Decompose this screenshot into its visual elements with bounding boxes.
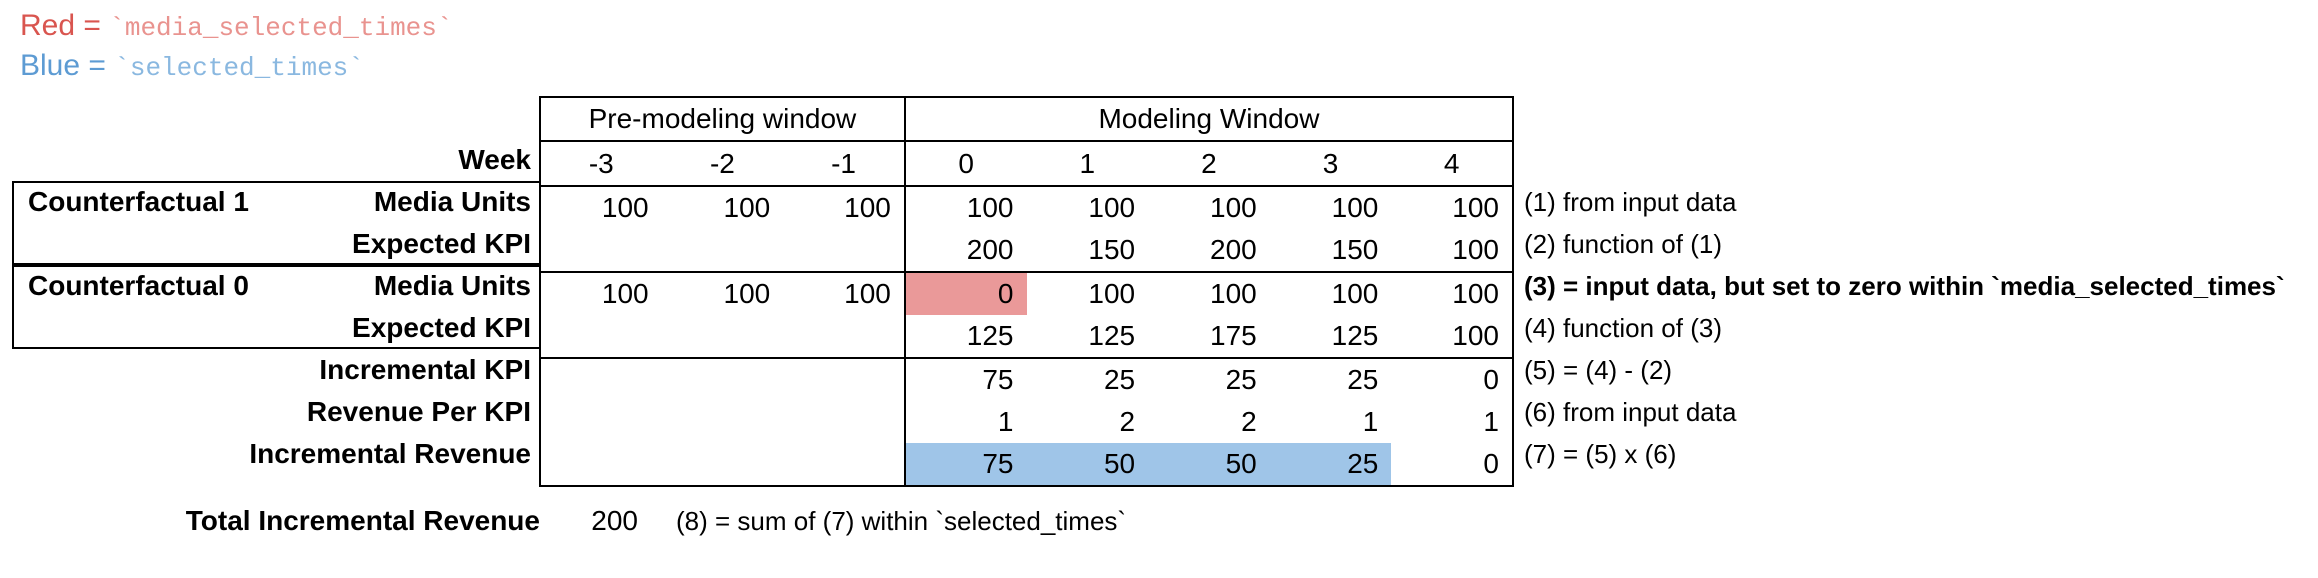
cell-r3-c7: 100 xyxy=(1391,315,1514,359)
cell-r1-c0 xyxy=(539,229,662,273)
cell-r3-c2 xyxy=(783,315,905,359)
cell-r3-c0 xyxy=(539,315,662,359)
legend-red-label: Red = xyxy=(20,9,110,42)
cell-r0-c3: 100 xyxy=(903,186,1027,229)
week-cell-4: 4 xyxy=(1391,141,1514,187)
cell-r5-c1 xyxy=(662,401,784,443)
annotation-3: (3) = input data, but set to zero within… xyxy=(1524,271,2285,301)
cell-r1-c5: 200 xyxy=(1148,229,1270,273)
row-label-media-units: Media Units xyxy=(373,270,531,301)
footer-annotation: (8) = sum of (7) within `selected_times` xyxy=(676,506,1127,536)
cell-r0-c4: 100 xyxy=(1088,192,1136,223)
cell-r6-c0 xyxy=(539,443,662,487)
row-label-revenue-per-kpi: Revenue Per KPI xyxy=(306,396,531,427)
cell-r1-c6: 150 xyxy=(1269,229,1392,273)
cell-r5-c3: 1 xyxy=(903,401,1027,443)
cell-r3-c5: 175 xyxy=(1148,315,1270,359)
cell-r4-c6: 25 xyxy=(1347,364,1379,395)
legend-red-code: `media_selected_times` xyxy=(109,13,453,43)
annotation-1: (1) from input data xyxy=(1524,187,1737,217)
annotation-2: (2) function of (1) xyxy=(1524,229,1722,259)
cell-r2-c3: 0 xyxy=(903,272,1027,315)
cell-r1-c7: 100 xyxy=(1391,229,1514,273)
cell-r0-c2: 100 xyxy=(844,192,891,223)
window-header-modeling: Modeling Window xyxy=(903,96,1515,142)
legend: Red = `media_selected_times` Blue = `sel… xyxy=(20,6,453,86)
week-cell--2: -2 xyxy=(661,141,784,187)
cell-r4-c3: 75 xyxy=(903,358,1027,401)
cell-r5-c6: 1 xyxy=(1362,406,1379,437)
group-box-counterfactual-1 xyxy=(12,181,541,265)
cell-r5-c5: 2 xyxy=(1241,406,1257,437)
cell-r3-c4: 125 xyxy=(1026,315,1149,359)
cell-r3-c6: 125 xyxy=(1269,315,1392,359)
week-row-label: Week xyxy=(458,144,531,175)
week-cell-2: 2 xyxy=(1148,141,1270,187)
cell-r2-c5: 100 xyxy=(1210,278,1257,309)
cell-r0-c6: 100 xyxy=(1331,192,1379,223)
cell-r3-c1 xyxy=(661,315,784,359)
window-header-pre-modeling: Pre-modeling window xyxy=(539,96,906,142)
cell-r6-c3: 75 xyxy=(903,443,1027,487)
cell-r5-c2 xyxy=(783,401,905,443)
cell-r6-c5: 50 xyxy=(1148,443,1270,487)
week-cell--1: -1 xyxy=(783,141,905,187)
annotation-6: (6) from input data xyxy=(1524,397,1737,427)
annotation-7: (7) = (5) x (6) xyxy=(1524,439,1677,469)
cell-r3-c3: 125 xyxy=(903,315,1027,359)
cell-r5-c4: 2 xyxy=(1119,406,1136,437)
legend-red-line: Red = `media_selected_times` xyxy=(20,6,453,46)
cell-r0-c7: 100 xyxy=(1391,186,1514,229)
cell-r4-c7: 0 xyxy=(1391,358,1514,401)
cell-r6-c1 xyxy=(661,443,784,487)
footer-total-value: 200 xyxy=(591,505,638,536)
cell-r0-c0: 100 xyxy=(539,186,662,229)
cell-r2-c2: 100 xyxy=(844,278,891,309)
week-cell-3: 3 xyxy=(1269,141,1392,187)
row-label-incremental-revenue: Incremental Revenue xyxy=(249,438,531,469)
annotation-4: (4) function of (3) xyxy=(1524,313,1722,343)
cell-r2-c0: 100 xyxy=(539,272,662,315)
cell-r4-c1 xyxy=(662,358,784,401)
data-grid: Pre-modeling window Modeling Window -3 -2 -1… xyxy=(539,96,1515,487)
cell-r1-c1 xyxy=(661,229,784,273)
cell-r6-c4: 50 xyxy=(1026,443,1149,487)
cell-r0-c5: 100 xyxy=(1210,192,1257,223)
cell-r1-c3: 200 xyxy=(903,229,1027,273)
cell-r6-c7: 0 xyxy=(1391,443,1514,487)
cell-r2-c1: 100 xyxy=(723,278,771,309)
cell-r5-c7: 1 xyxy=(1391,401,1514,443)
cell-r4-c4: 25 xyxy=(1103,364,1136,395)
row-label-expected-kpi: Expected KPI xyxy=(352,228,531,259)
group-label-counterfactual-0: Counterfactual 0 xyxy=(28,270,249,301)
group-box-counterfactual-0 xyxy=(12,265,541,349)
legend-blue-line: Blue = `selected_times` xyxy=(20,46,453,86)
annotation-5: (5) = (4) - (2) xyxy=(1524,355,1673,385)
group-label-counterfactual-1: Counterfactual 1 xyxy=(28,186,249,217)
row-label-incremental-kpi: Incremental KPI xyxy=(319,354,531,385)
row-label-expected-kpi: Expected KPI xyxy=(352,312,531,343)
footer-total-label: Total Incremental Revenue xyxy=(185,505,540,536)
week-cell--3: -3 xyxy=(539,141,662,187)
cell-r4-c2 xyxy=(783,358,905,401)
row-label-media-units: Media Units xyxy=(373,186,531,217)
week-cell-0: 0 xyxy=(903,141,1027,187)
cell-r2-c6: 100 xyxy=(1331,278,1379,309)
cell-r6-c6: 25 xyxy=(1269,443,1392,487)
cell-r0-c1: 100 xyxy=(723,192,771,223)
cell-r2-c4: 100 xyxy=(1088,278,1136,309)
legend-blue-code: `selected_times` xyxy=(114,53,364,83)
cell-r4-c0 xyxy=(539,358,662,401)
cell-r4-c5: 25 xyxy=(1225,364,1257,395)
cell-r5-c0 xyxy=(539,401,662,443)
legend-blue-label: Blue = xyxy=(20,49,115,82)
cell-r6-c2 xyxy=(783,443,905,487)
week-cell-1: 1 xyxy=(1026,141,1149,187)
cell-r1-c2 xyxy=(783,229,905,273)
cell-r2-c7: 100 xyxy=(1391,272,1514,315)
cell-r1-c4: 150 xyxy=(1026,229,1149,273)
